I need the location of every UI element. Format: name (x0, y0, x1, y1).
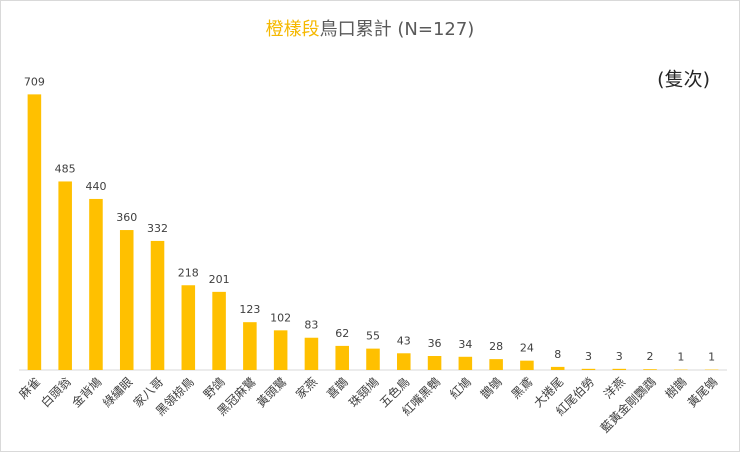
bar (27, 94, 42, 370)
bar (119, 230, 134, 370)
bar (427, 356, 442, 370)
value-label: 1 (677, 351, 684, 364)
bar (89, 198, 103, 370)
bar (366, 348, 380, 370)
value-label: 43 (397, 334, 411, 347)
bar (273, 330, 288, 370)
value-label: 332 (147, 222, 168, 235)
bar (520, 360, 534, 370)
title-highlight: 橙樣段 (266, 19, 320, 40)
value-label: 1 (708, 351, 715, 364)
value-label: 24 (520, 342, 534, 355)
value-label: 360 (116, 211, 137, 224)
unit-annotation: (隻次) (657, 69, 710, 91)
bar (550, 366, 565, 370)
value-label: 201 (209, 273, 230, 286)
bar (581, 368, 596, 370)
bar (458, 356, 473, 370)
value-label: 8 (554, 348, 561, 361)
bar (58, 181, 72, 370)
bar (335, 345, 349, 370)
value-label: 2 (647, 350, 654, 363)
bar (212, 291, 226, 370)
bar (612, 368, 627, 370)
value-label: 440 (85, 180, 106, 193)
bar (304, 337, 319, 370)
value-label: 28 (489, 340, 503, 353)
chart-title: 橙樣段鳥口累計 (N=127) (266, 19, 475, 40)
title-rest: 鳥口累計 (N=127) (320, 19, 475, 40)
value-label: 55 (366, 330, 380, 343)
bar (181, 285, 196, 370)
value-label: 34 (458, 338, 472, 351)
value-label: 485 (55, 162, 76, 175)
bar (397, 353, 411, 370)
bar (150, 240, 165, 370)
value-label: 62 (335, 327, 349, 340)
value-label: 3 (585, 350, 592, 363)
bar (489, 359, 503, 370)
bar (243, 322, 257, 370)
value-label: 123 (239, 303, 260, 316)
value-label: 36 (428, 337, 442, 350)
bar (643, 369, 657, 370)
value-label: 218 (178, 266, 199, 279)
value-label: 3 (616, 350, 623, 363)
value-label: 83 (304, 319, 318, 332)
value-label: 709 (24, 75, 45, 88)
value-label: 102 (270, 311, 291, 324)
